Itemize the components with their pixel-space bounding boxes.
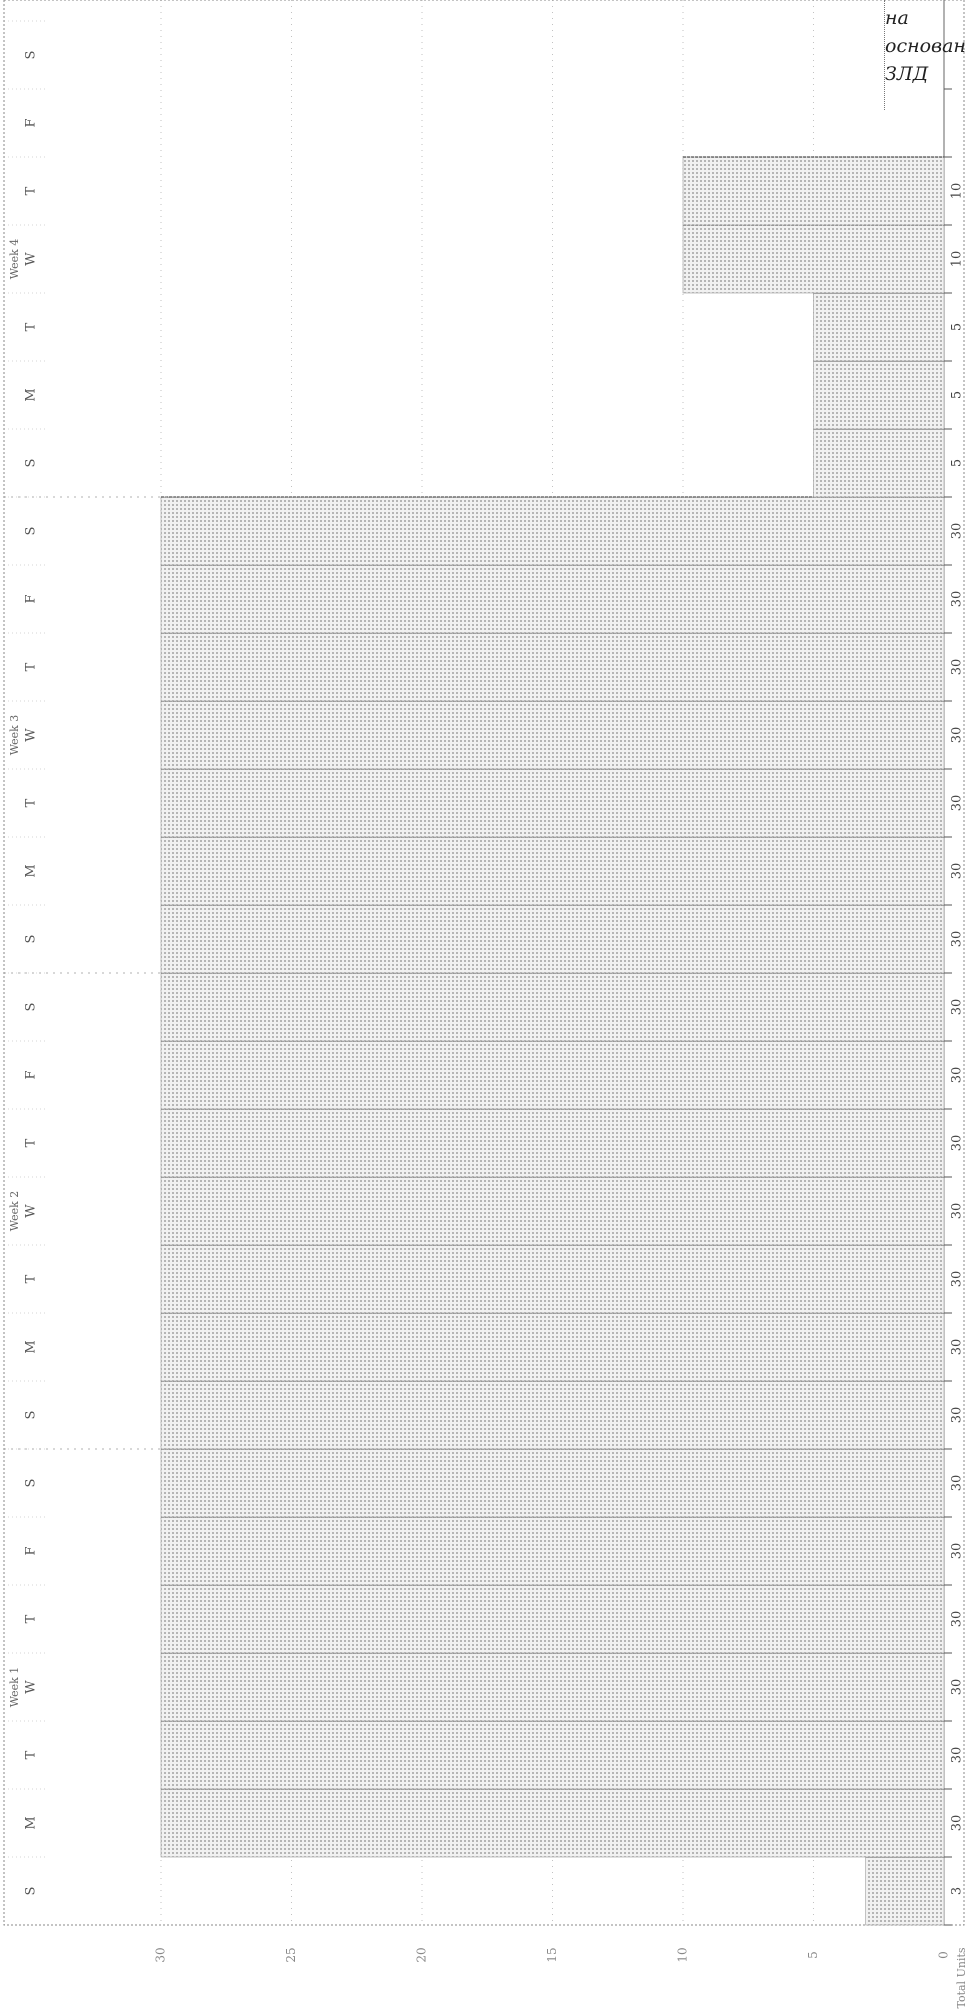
data-label: 30 xyxy=(950,1203,965,1220)
bar xyxy=(813,428,945,498)
x-tick-label: 30 xyxy=(154,1947,168,1962)
data-label: 30 xyxy=(950,1271,965,1288)
caption-line-2: основан xyxy=(885,35,966,57)
data-label: 30 xyxy=(950,1543,965,1560)
day-label: S xyxy=(24,527,39,536)
day-label: T xyxy=(24,798,39,807)
bar xyxy=(682,156,945,226)
week-label: Week 1 xyxy=(8,1667,21,1708)
bar xyxy=(160,768,945,838)
day-label: F xyxy=(24,118,39,127)
day-label: F xyxy=(24,1070,39,1079)
data-label: 30 xyxy=(950,1747,965,1764)
week-label: Week 2 xyxy=(8,1191,21,1232)
bar xyxy=(682,224,945,294)
day-label: M xyxy=(24,1816,39,1829)
bar xyxy=(813,292,945,362)
data-label: 30 xyxy=(950,1475,965,1492)
caption: на основан ЗЛД xyxy=(885,4,977,88)
day-label: W xyxy=(24,728,39,742)
day-label: F xyxy=(24,594,39,603)
data-label: 10 xyxy=(950,251,965,268)
data-label: 5 xyxy=(950,391,965,399)
bar xyxy=(160,1108,945,1178)
data-label: 30 xyxy=(950,1611,965,1628)
data-label: 30 xyxy=(950,1407,965,1424)
data-label: 30 xyxy=(950,727,965,744)
x-tick-label: 10 xyxy=(676,1947,690,1962)
day-label: S xyxy=(24,935,39,944)
day-label: M xyxy=(24,864,39,877)
bar xyxy=(160,1584,945,1654)
day-label: S xyxy=(24,1003,39,1012)
data-label: 30 xyxy=(950,591,965,608)
day-label: W xyxy=(24,1680,39,1694)
caption-line-3: ЗЛД xyxy=(885,63,929,85)
data-label: 30 xyxy=(950,659,965,676)
day-label: S xyxy=(24,51,39,60)
x-tick-label: 0 xyxy=(937,1951,951,1959)
day-label: S xyxy=(24,459,39,468)
bar xyxy=(160,1516,945,1586)
day-label: M xyxy=(24,1340,39,1353)
data-label: 30 xyxy=(950,931,965,948)
bar xyxy=(160,1720,945,1790)
bar xyxy=(160,1244,945,1314)
bar xyxy=(160,496,945,566)
day-label: W xyxy=(24,252,39,266)
caption-border xyxy=(884,0,886,110)
day-label: M xyxy=(24,388,39,401)
day-label: S xyxy=(24,1411,39,1420)
bar xyxy=(160,1380,945,1450)
bar xyxy=(160,1652,945,1722)
x-tick-label: 25 xyxy=(284,1947,298,1962)
day-label: T xyxy=(24,1614,39,1623)
data-label: 30 xyxy=(950,795,965,812)
bar xyxy=(160,632,945,702)
bar xyxy=(160,1176,945,1246)
bar xyxy=(160,904,945,974)
bar xyxy=(160,564,945,634)
bar xyxy=(813,360,945,430)
data-label: 3 xyxy=(950,1887,965,1895)
bar xyxy=(865,1856,945,1926)
data-label: 30 xyxy=(950,863,965,880)
week-label: Week 3 xyxy=(8,715,21,756)
data-label: 30 xyxy=(950,1067,965,1084)
day-label: T xyxy=(24,186,39,195)
x-tick-label: 5 xyxy=(806,1951,820,1959)
bar xyxy=(160,700,945,770)
data-label: 30 xyxy=(950,999,965,1016)
day-label: T xyxy=(24,1750,39,1759)
day-label: T xyxy=(24,322,39,331)
day-label: W xyxy=(24,1204,39,1218)
week-label: Week 4 xyxy=(8,239,21,280)
data-label: 30 xyxy=(950,1339,965,1356)
data-label: 30 xyxy=(950,1679,965,1696)
day-label: T xyxy=(24,1138,39,1147)
plot-frame xyxy=(3,0,965,1926)
x-tick-label: 15 xyxy=(545,1947,559,1962)
bar xyxy=(160,1040,945,1110)
data-label: 30 xyxy=(950,1135,965,1152)
bar xyxy=(160,1788,945,1858)
x-tick-label: 20 xyxy=(415,1947,429,1962)
data-label: 30 xyxy=(950,1815,965,1832)
bar xyxy=(160,836,945,906)
data-label: 10 xyxy=(950,183,965,200)
bar xyxy=(160,1448,945,1518)
day-label: F xyxy=(24,1546,39,1555)
data-label: 30 xyxy=(950,523,965,540)
bar xyxy=(160,1312,945,1382)
day-label: T xyxy=(24,662,39,671)
day-label: S xyxy=(24,1479,39,1488)
data-label: 5 xyxy=(950,459,965,467)
bar xyxy=(160,972,945,1042)
day-label: T xyxy=(24,1274,39,1283)
data-label: 5 xyxy=(950,323,965,331)
caption-line-1: на xyxy=(885,7,909,29)
day-label: S xyxy=(24,1887,39,1896)
value-axis-title: Total Units xyxy=(955,1947,968,2008)
